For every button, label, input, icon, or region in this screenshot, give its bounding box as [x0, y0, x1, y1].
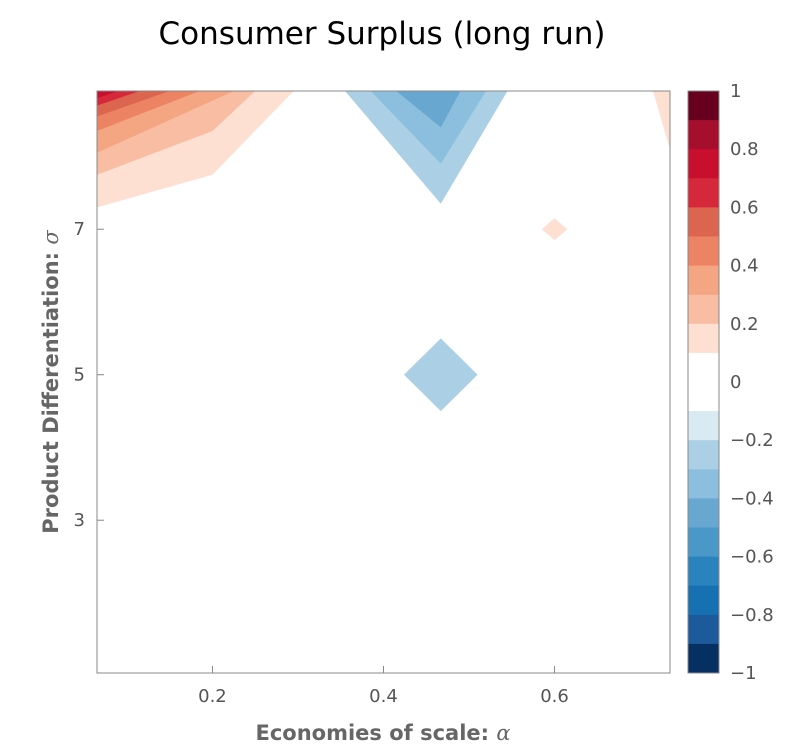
colorbar-swatch-3 [688, 178, 719, 208]
colorbar-swatch-6 [688, 265, 719, 296]
colorbar-swatch-2 [688, 149, 719, 179]
x-axis-label: Economies of scale: α [255, 721, 510, 745]
colorbar-tick-label-0: 1 [730, 81, 741, 102]
colorbar-swatch-10 [688, 411, 719, 441]
colorbar-swatch-7 [688, 294, 719, 325]
colorbar-swatch-4 [688, 207, 719, 237]
colorbar-tick-label-6: −0.2 [730, 430, 774, 451]
plot-background [97, 91, 670, 673]
colorbar-swatch-0 [688, 91, 719, 121]
colorbar-swatch-12 [688, 469, 719, 499]
colorbar-tick-label-5: 0 [730, 372, 741, 393]
colorbar: 1 0.8 0.6 0.4 0.2 0 −0.2 −0.4 −0.6 −0.8 −1 [687, 81, 774, 684]
colorbar-tick-label-8: −0.6 [730, 547, 774, 568]
x-tick-label-2: 0.6 [540, 686, 569, 707]
colorbar-tick-label-2: 0.6 [730, 197, 759, 218]
contour-regions [97, 91, 670, 412]
y-tick-label-0: 3 [74, 510, 85, 531]
colorbar-swatch-15 [688, 556, 719, 587]
y-tick-label-1: 5 [74, 365, 85, 386]
colorbar-tick-label-10: −1 [730, 663, 757, 684]
colorbar-tick-label-3: 0.4 [730, 256, 759, 277]
x-tick-label-1: 0.4 [369, 686, 398, 707]
contour-region-8 [541, 218, 568, 241]
colorbar-swatch-8 [688, 323, 719, 354]
colorbar-tick-label-4: 0.2 [730, 314, 759, 335]
contour-region-10 [370, 91, 487, 164]
colorbar-tick-label-1: 0.8 [730, 139, 759, 160]
colorbar-swatch-14 [688, 527, 719, 558]
contour-region-6 [97, 91, 119, 99]
colorbar-frame [687, 90, 720, 674]
colorbar-swatch-9 [688, 352, 719, 412]
x-axis: 0.2 0.4 0.6 [198, 666, 569, 707]
x-tick-label-0: 0.2 [198, 686, 227, 707]
contour-region-7 [652, 91, 670, 150]
colorbar-swatch-1 [688, 120, 719, 150]
colorbar-swatch-17 [688, 614, 719, 645]
y-axis-label: Product Differentiation: σ [39, 230, 63, 534]
colorbar-swatch-13 [688, 498, 719, 528]
y-axis: 3 5 7 [74, 219, 104, 531]
y-tick-label-2: 7 [74, 219, 85, 240]
chart-title: Consumer Surplus (long run) [159, 16, 606, 52]
contour-region-12 [404, 338, 478, 412]
colorbar-tick-label-7: −0.4 [730, 488, 774, 509]
colorbar-swatch-5 [688, 236, 719, 267]
colorbar-swatch-18 [688, 643, 719, 674]
contour-region-11 [396, 91, 461, 128]
colorbar-swatch-16 [688, 585, 719, 616]
colorbar-swatch-11 [688, 440, 719, 470]
colorbar-tick-label-9: −0.8 [730, 605, 774, 626]
